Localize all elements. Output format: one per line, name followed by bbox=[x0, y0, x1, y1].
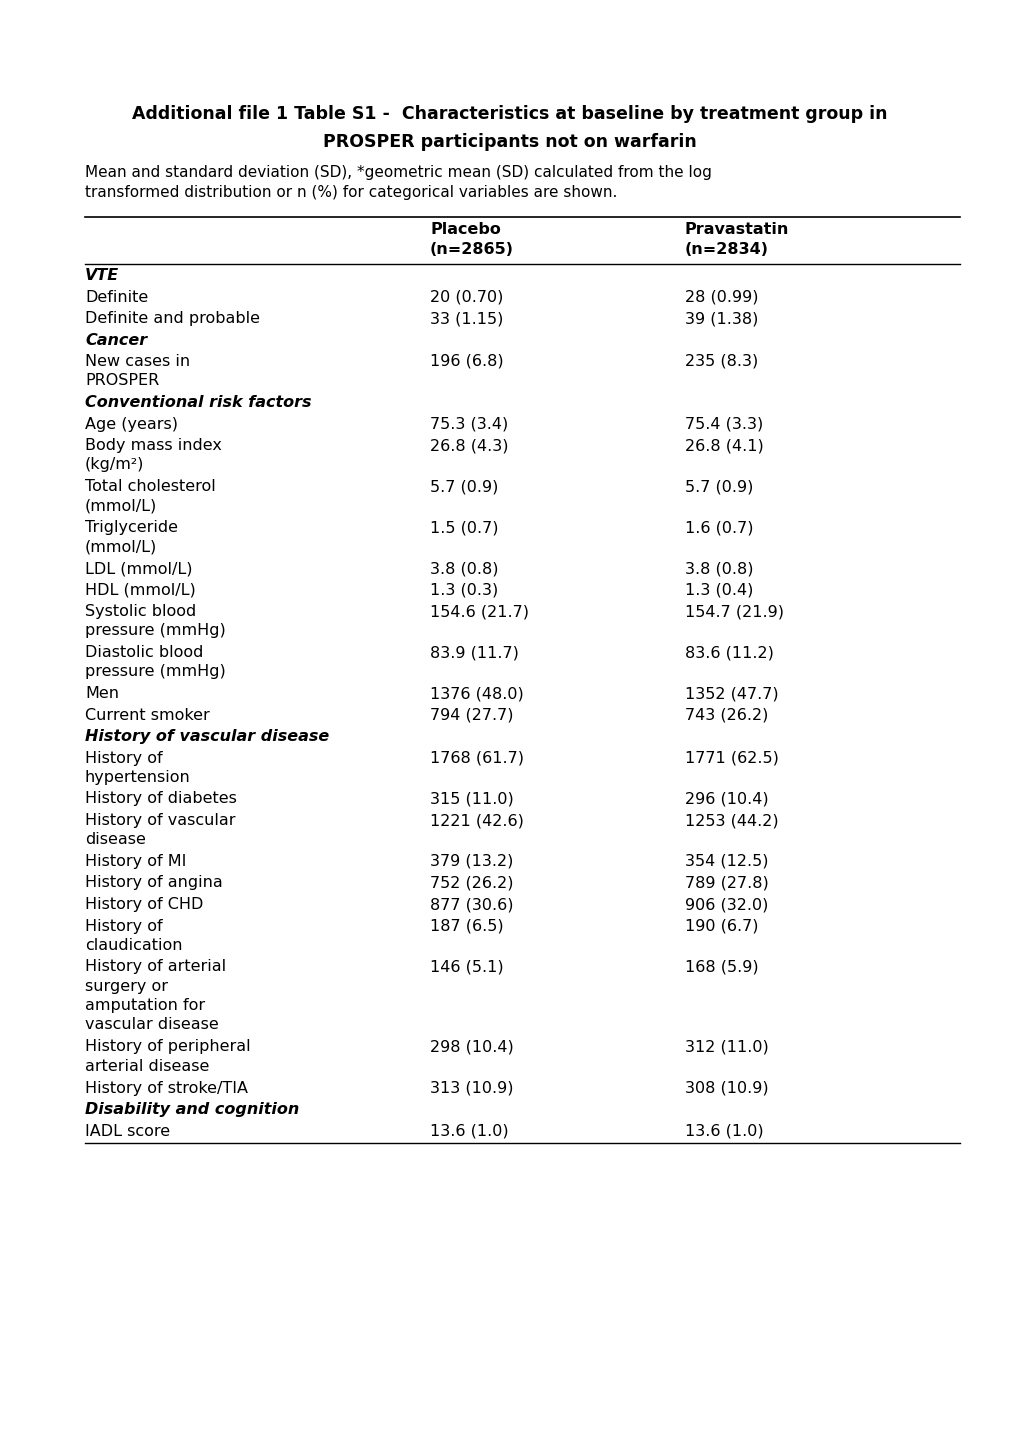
Text: History of MI: History of MI bbox=[85, 854, 186, 869]
Text: History of stroke/TIA: History of stroke/TIA bbox=[85, 1081, 248, 1095]
Text: 3.8 (0.8): 3.8 (0.8) bbox=[430, 561, 498, 576]
Text: 83.6 (11.2): 83.6 (11.2) bbox=[685, 645, 773, 659]
Text: 26.8 (4.1): 26.8 (4.1) bbox=[685, 439, 763, 453]
Text: Systolic blood
pressure (mmHg): Systolic blood pressure (mmHg) bbox=[85, 605, 225, 638]
Text: PROSPER participants not on warfarin: PROSPER participants not on warfarin bbox=[323, 133, 696, 152]
Text: 794 (27.7): 794 (27.7) bbox=[430, 707, 513, 723]
Text: Definite: Definite bbox=[85, 290, 148, 304]
Text: 146 (5.1): 146 (5.1) bbox=[430, 960, 503, 974]
Text: LDL (mmol/L): LDL (mmol/L) bbox=[85, 561, 193, 576]
Text: History of CHD: History of CHD bbox=[85, 898, 203, 912]
Text: History of diabetes: History of diabetes bbox=[85, 792, 236, 807]
Text: 190 (6.7): 190 (6.7) bbox=[685, 919, 758, 934]
Text: Cancer: Cancer bbox=[85, 332, 147, 348]
Text: 5.7 (0.9): 5.7 (0.9) bbox=[685, 479, 753, 494]
Text: 13.6 (1.0): 13.6 (1.0) bbox=[685, 1124, 763, 1139]
Text: New cases in
PROSPER: New cases in PROSPER bbox=[85, 354, 190, 388]
Text: 26.8 (4.3): 26.8 (4.3) bbox=[430, 439, 508, 453]
Text: 20 (0.70): 20 (0.70) bbox=[430, 290, 503, 304]
Text: (n=2865): (n=2865) bbox=[430, 242, 514, 257]
Text: IADL score: IADL score bbox=[85, 1124, 170, 1139]
Text: 354 (12.5): 354 (12.5) bbox=[685, 854, 767, 869]
Text: VTE: VTE bbox=[85, 268, 119, 283]
Text: 1771 (62.5): 1771 (62.5) bbox=[685, 750, 779, 765]
Text: HDL (mmol/L): HDL (mmol/L) bbox=[85, 583, 196, 597]
Text: 1221 (42.6): 1221 (42.6) bbox=[430, 812, 524, 828]
Text: 296 (10.4): 296 (10.4) bbox=[685, 792, 768, 807]
Text: 235 (8.3): 235 (8.3) bbox=[685, 354, 757, 369]
Text: 33 (1.15): 33 (1.15) bbox=[430, 312, 503, 326]
Text: 3.8 (0.8): 3.8 (0.8) bbox=[685, 561, 753, 576]
Text: Additional file 1 Table S1 -  Characteristics at baseline by treatment group in: Additional file 1 Table S1 - Characteris… bbox=[132, 105, 887, 123]
Text: 877 (30.6): 877 (30.6) bbox=[430, 898, 513, 912]
Text: 1352 (47.7): 1352 (47.7) bbox=[685, 685, 777, 701]
Text: 187 (6.5): 187 (6.5) bbox=[430, 919, 503, 934]
Text: Pravastatin: Pravastatin bbox=[685, 222, 789, 237]
Text: History of
hypertension: History of hypertension bbox=[85, 750, 191, 785]
Text: 312 (11.0): 312 (11.0) bbox=[685, 1039, 768, 1055]
Text: 1768 (61.7): 1768 (61.7) bbox=[430, 750, 524, 765]
Text: Diastolic blood
pressure (mmHg): Diastolic blood pressure (mmHg) bbox=[85, 645, 225, 680]
Text: 154.6 (21.7): 154.6 (21.7) bbox=[430, 605, 529, 619]
Text: 83.9 (11.7): 83.9 (11.7) bbox=[430, 645, 519, 659]
Text: 39 (1.38): 39 (1.38) bbox=[685, 312, 758, 326]
Text: Total cholesterol
(mmol/L): Total cholesterol (mmol/L) bbox=[85, 479, 216, 514]
Text: 752 (26.2): 752 (26.2) bbox=[430, 876, 513, 890]
Text: 5.7 (0.9): 5.7 (0.9) bbox=[430, 479, 498, 494]
Text: Definite and probable: Definite and probable bbox=[85, 312, 260, 326]
Text: History of vascular
disease: History of vascular disease bbox=[85, 812, 235, 847]
Text: 308 (10.9): 308 (10.9) bbox=[685, 1081, 768, 1095]
Text: History of peripheral
arterial disease: History of peripheral arterial disease bbox=[85, 1039, 251, 1074]
Text: Age (years): Age (years) bbox=[85, 417, 178, 431]
Text: Triglyceride
(mmol/L): Triglyceride (mmol/L) bbox=[85, 519, 178, 554]
Text: Current smoker: Current smoker bbox=[85, 707, 210, 723]
Text: Conventional risk factors: Conventional risk factors bbox=[85, 395, 311, 410]
Text: 1.5 (0.7): 1.5 (0.7) bbox=[430, 519, 498, 535]
Text: 379 (13.2): 379 (13.2) bbox=[430, 854, 513, 869]
Text: 315 (11.0): 315 (11.0) bbox=[430, 792, 514, 807]
Text: History of arterial
surgery or
amputation for
vascular disease: History of arterial surgery or amputatio… bbox=[85, 960, 226, 1032]
Text: Men: Men bbox=[85, 685, 119, 701]
Text: 906 (32.0): 906 (32.0) bbox=[685, 898, 767, 912]
Text: History of angina: History of angina bbox=[85, 876, 222, 890]
Text: Body mass index
(kg/m²): Body mass index (kg/m²) bbox=[85, 439, 222, 472]
Text: History of
claudication: History of claudication bbox=[85, 919, 182, 952]
Text: 168 (5.9): 168 (5.9) bbox=[685, 960, 758, 974]
Text: Placebo: Placebo bbox=[430, 222, 500, 237]
Text: 1.3 (0.3): 1.3 (0.3) bbox=[430, 583, 497, 597]
Text: 313 (10.9): 313 (10.9) bbox=[430, 1081, 513, 1095]
Text: (n=2834): (n=2834) bbox=[685, 242, 768, 257]
Text: 1.6 (0.7): 1.6 (0.7) bbox=[685, 519, 753, 535]
Text: 13.6 (1.0): 13.6 (1.0) bbox=[430, 1124, 508, 1139]
Text: 789 (27.8): 789 (27.8) bbox=[685, 876, 768, 890]
Text: 75.3 (3.4): 75.3 (3.4) bbox=[430, 417, 507, 431]
Text: 1376 (48.0): 1376 (48.0) bbox=[430, 685, 523, 701]
Text: 196 (6.8): 196 (6.8) bbox=[430, 354, 503, 369]
Text: 1.3 (0.4): 1.3 (0.4) bbox=[685, 583, 753, 597]
Text: Disability and cognition: Disability and cognition bbox=[85, 1102, 299, 1117]
Text: 75.4 (3.3): 75.4 (3.3) bbox=[685, 417, 762, 431]
Text: Mean and standard deviation (SD), *geometric mean (SD) calculated from the log
t: Mean and standard deviation (SD), *geome… bbox=[85, 165, 711, 199]
Text: 1253 (44.2): 1253 (44.2) bbox=[685, 812, 777, 828]
Text: 154.7 (21.9): 154.7 (21.9) bbox=[685, 605, 784, 619]
Text: 28 (0.99): 28 (0.99) bbox=[685, 290, 758, 304]
Text: 298 (10.4): 298 (10.4) bbox=[430, 1039, 514, 1055]
Text: 743 (26.2): 743 (26.2) bbox=[685, 707, 767, 723]
Text: History of vascular disease: History of vascular disease bbox=[85, 729, 329, 745]
